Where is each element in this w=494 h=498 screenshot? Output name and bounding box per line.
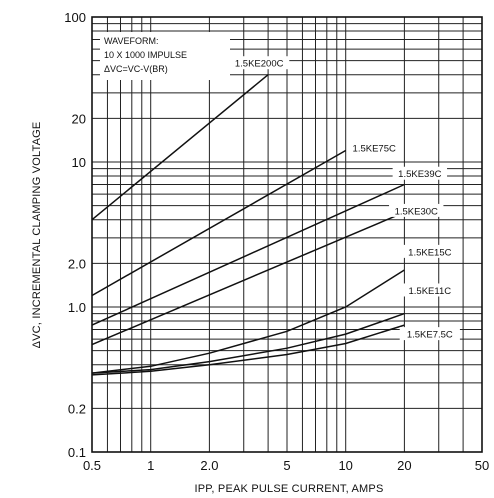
x-tick-label: 1 [147,458,154,473]
series-label-bg [392,166,448,180]
series-line-1.5KE15C [91,269,405,374]
annotation-line-1: WAVEFORM: [104,36,159,46]
annotation-line-3: ΔVC=VC-V(BR) [104,64,168,74]
series-label-1.5KE15C: 1.5KE15C [408,247,451,258]
y-axis-label: ΔVC, INCREMENTAL CLAMPING VOLTAGE [31,122,43,349]
series-label-bg [402,283,458,297]
annotation-line-2: 10 X 1000 IMPULSE [104,50,187,60]
series-label-bg [229,56,290,70]
grid [91,16,483,453]
waveform-annotation: WAVEFORM: 10 X 1000 IMPULSE ΔVC=VC-V(BR) [100,32,230,80]
series-label-1.5KE39C: 1.5KE39C [398,169,441,180]
y-tick-label: 100 [64,10,86,25]
series-label-bg [346,140,402,154]
plot-frame [91,16,483,453]
y-tick-label: 10 [72,155,86,170]
x-tick-label: 10 [338,458,352,473]
annotation-box [100,32,230,80]
series-label-bg [402,244,458,258]
x-tick-label: 5 [283,458,290,473]
x-tick-label: 2.0 [200,458,218,473]
series-line-1.5KE30C [91,211,405,346]
series-line-1.5KE200C [91,74,269,221]
y-tick-label: 1.0 [68,300,86,315]
tick-labels: 0.5 1 2.0 5 10 20 50 0.1 0.2 1.0 2.0 10 20 100 [64,10,489,473]
x-tick-label: 50 [475,458,489,473]
series-line-1.5KE11C [91,312,405,374]
series-label-bg [399,327,460,341]
series-line-1.5KE7.5C [91,324,405,376]
series-label-bg [389,203,444,217]
series-label-1.5KE200C: 1.5KE200C [235,59,284,70]
series-label-1.5KE11C: 1.5KE11C [409,286,452,297]
curves: 1.5KE200C 1.5KE75C 1.5KE39C 1.5KE30C 1.5KE15… [91,56,460,376]
x-tick-label: 0.5 [83,458,101,473]
series-label-1.5KE75C: 1.5KE75C [353,143,396,154]
y-tick-label: 20 [72,111,86,126]
series-label-1.5KE30C: 1.5KE30C [395,206,438,217]
series-label-1.5KE7.5C: 1.5KE7.5C [407,330,453,341]
y-tick-label: 0.2 [68,401,86,416]
series-line-1.5KE39C [91,183,405,326]
y-tick-label: 0.1 [68,445,86,460]
series-line-1.5KE75C [91,149,347,297]
x-tick-label: 20 [397,458,411,473]
x-axis-label: IPP, PEAK PULSE CURRENT, AMPS [195,483,384,495]
y-tick-label: 2.0 [68,256,86,271]
